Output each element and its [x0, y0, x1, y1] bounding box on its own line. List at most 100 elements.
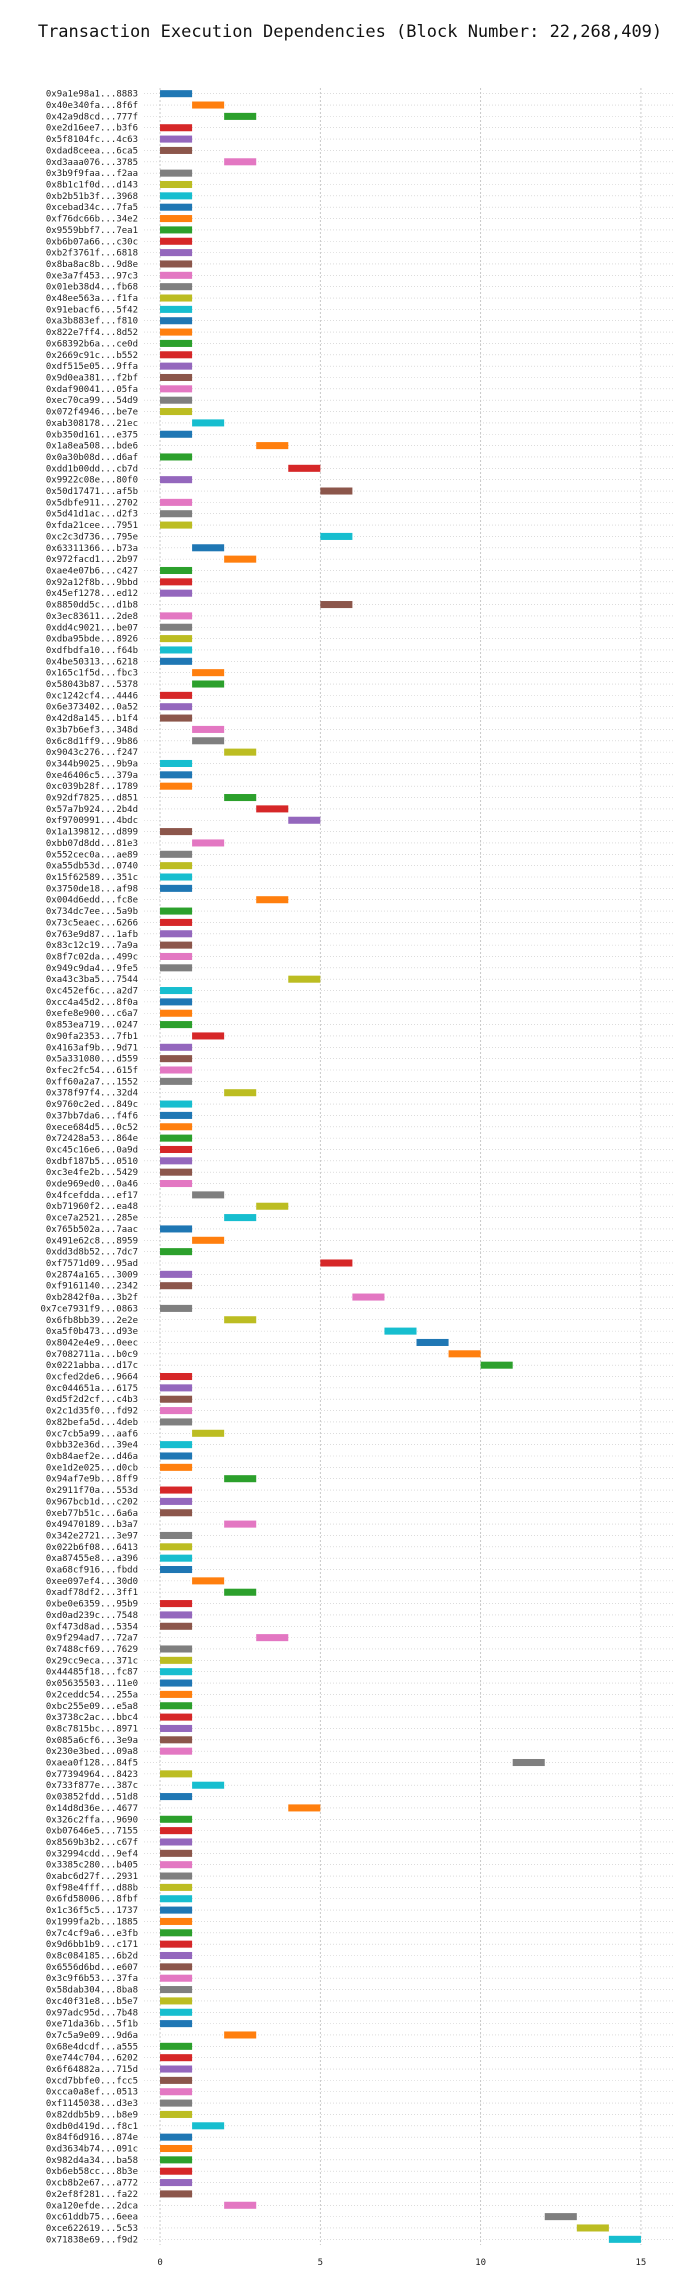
bar	[192, 1577, 225, 1585]
bar	[160, 1270, 193, 1278]
bar	[320, 487, 353, 495]
y-tick-label: 0x92df7825...d851	[46, 794, 138, 804]
bar	[160, 351, 193, 359]
bar	[160, 714, 193, 722]
bar	[160, 1497, 193, 1505]
y-tick-label: 0x9a1e98a1...8883	[46, 90, 138, 100]
bar	[160, 566, 193, 575]
bar	[160, 2020, 193, 2028]
bar	[256, 442, 289, 450]
y-tick-label: 0x3738c2ac...bbc4	[46, 1713, 138, 1723]
y-tick-label: 0x68392b6a...ce0d	[46, 339, 138, 349]
y-tick-label: 0xb350d161...e375	[46, 430, 138, 440]
y-tick-label: 0x42a9d8cd...777f	[46, 112, 138, 122]
bar	[544, 2213, 577, 2221]
bar	[160, 260, 193, 268]
bar	[160, 884, 193, 892]
bar	[160, 2110, 193, 2118]
y-tick-label: 0xbe0e6359...95b9	[46, 1600, 138, 1610]
y-tick-label: 0x491e62c8...8959	[46, 1236, 138, 1246]
y-tick-label: 0xdb0d419d...f8c1	[46, 2122, 138, 2132]
bar	[160, 1225, 193, 1233]
bar	[160, 1100, 193, 1108]
y-tick-label: 0x97adc95d...7b48	[46, 2008, 138, 2018]
y-tick-label: 0x82ddb5b9...b8e9	[46, 2110, 138, 2120]
y-tick-label: 0xae4e07b6...c427	[46, 566, 138, 576]
bar	[352, 1293, 385, 1301]
bar	[160, 498, 193, 506]
y-tick-label: 0x1999fa2b...1885	[46, 1917, 138, 1927]
bar	[192, 737, 225, 745]
bar	[160, 1157, 193, 1165]
bar	[160, 1997, 193, 2005]
y-tick-label: 0x77394964...8423	[46, 1770, 138, 1780]
bar	[160, 294, 193, 302]
bar	[160, 691, 193, 699]
y-tick-label: 0x29cc9eca...371c	[46, 1656, 138, 1666]
y-tick-label: 0xb84aef2e...d46a	[46, 1452, 138, 1462]
bar	[256, 1202, 289, 1210]
bar	[192, 544, 225, 552]
bar	[192, 101, 225, 109]
bar	[192, 1236, 225, 1244]
bar	[160, 1180, 193, 1188]
bar	[160, 510, 193, 518]
bar	[160, 1384, 193, 1392]
x-tick-label: 10	[475, 2258, 486, 2268]
y-tick-label: 0x3b9f9faa...f2aa	[46, 169, 138, 179]
y-tick-label: 0xa3b883ef...f810	[46, 317, 138, 327]
bar	[160, 1009, 193, 1017]
bar	[160, 180, 193, 189]
y-tick-label: 0x378f97f4...32d4	[46, 1089, 138, 1099]
bar	[160, 1486, 193, 1494]
y-tick-label: 0x37bb7da6...f4f6	[46, 1111, 138, 1121]
bar	[192, 1781, 225, 1789]
y-tick-label: 0xce622619...5c53	[46, 2224, 138, 2234]
bar	[160, 1600, 193, 1608]
y-tick-label: 0xf9700991...4bdc	[46, 816, 138, 826]
y-tick-label: 0xe3a7f453...97c3	[46, 271, 138, 281]
bar	[160, 373, 193, 382]
bar	[224, 1588, 257, 1596]
y-tick-label: 0xc039b28f...1789	[46, 782, 138, 792]
y-tick-label: 0xefe8e900...c6a7	[46, 1009, 138, 1019]
bar	[160, 283, 193, 291]
bar	[160, 1021, 193, 1029]
bar	[160, 1724, 193, 1732]
bar	[160, 1736, 193, 1744]
y-tick-label: 0xc2c3d736...795e	[46, 532, 138, 542]
y-tick-label: 0x3ec83611...2de8	[46, 612, 138, 622]
y-tick-label: 0x03852fdd...51d8	[46, 1793, 138, 1803]
bar	[160, 1929, 193, 1937]
bar	[160, 578, 193, 586]
bar	[160, 237, 193, 245]
bar	[160, 1066, 193, 1074]
y-tick-label: 0xd5f2d2cf...c4b3	[46, 1395, 138, 1405]
y-tick-label: 0x1c36f5c5...1737	[46, 1906, 138, 1916]
y-tick-label: 0xc1242cf4...4446	[46, 691, 138, 701]
y-tick-label: 0x1a8ea508...bde6	[46, 442, 138, 452]
y-tick-label: 0x2ceddc54...255a	[46, 1690, 138, 1700]
bar	[160, 1055, 193, 1063]
bar	[384, 1327, 417, 1335]
y-tick-label: 0xa55db53d...0740	[46, 862, 138, 872]
y-tick-label: 0x8042e4e9...0eec	[46, 1338, 138, 1348]
y-tick-label: 0x853ea719...0247	[46, 1021, 138, 1031]
y-tick-label: 0x972facd1...2b97	[46, 555, 138, 565]
y-tick-label: 0x8f7c02da...499c	[46, 952, 138, 962]
y-tick-label: 0xb6eb58cc...8b3e	[46, 2167, 138, 2177]
bar	[160, 1373, 193, 1381]
y-tick-label: 0x73c5eaec...6266	[46, 918, 138, 928]
bar	[224, 112, 257, 120]
bar	[160, 2042, 193, 2050]
y-tick-label: 0x44485f18...fc87	[46, 1668, 138, 1678]
y-tick-label: 0xc3e4fe2b...5429	[46, 1168, 138, 1178]
bar	[160, 1145, 193, 1153]
y-tick-label: 0xc40f31e8...b5e7	[46, 1997, 138, 2007]
x-tick-label: 15	[636, 2258, 647, 2268]
y-tick-label: 0x9d0ea381...f2bf	[46, 373, 138, 383]
bar	[192, 839, 225, 847]
y-tick-label: 0x949c9da4...9fe5	[46, 964, 138, 974]
y-tick-label: 0xe71da36b...5f1b	[46, 2020, 138, 2030]
